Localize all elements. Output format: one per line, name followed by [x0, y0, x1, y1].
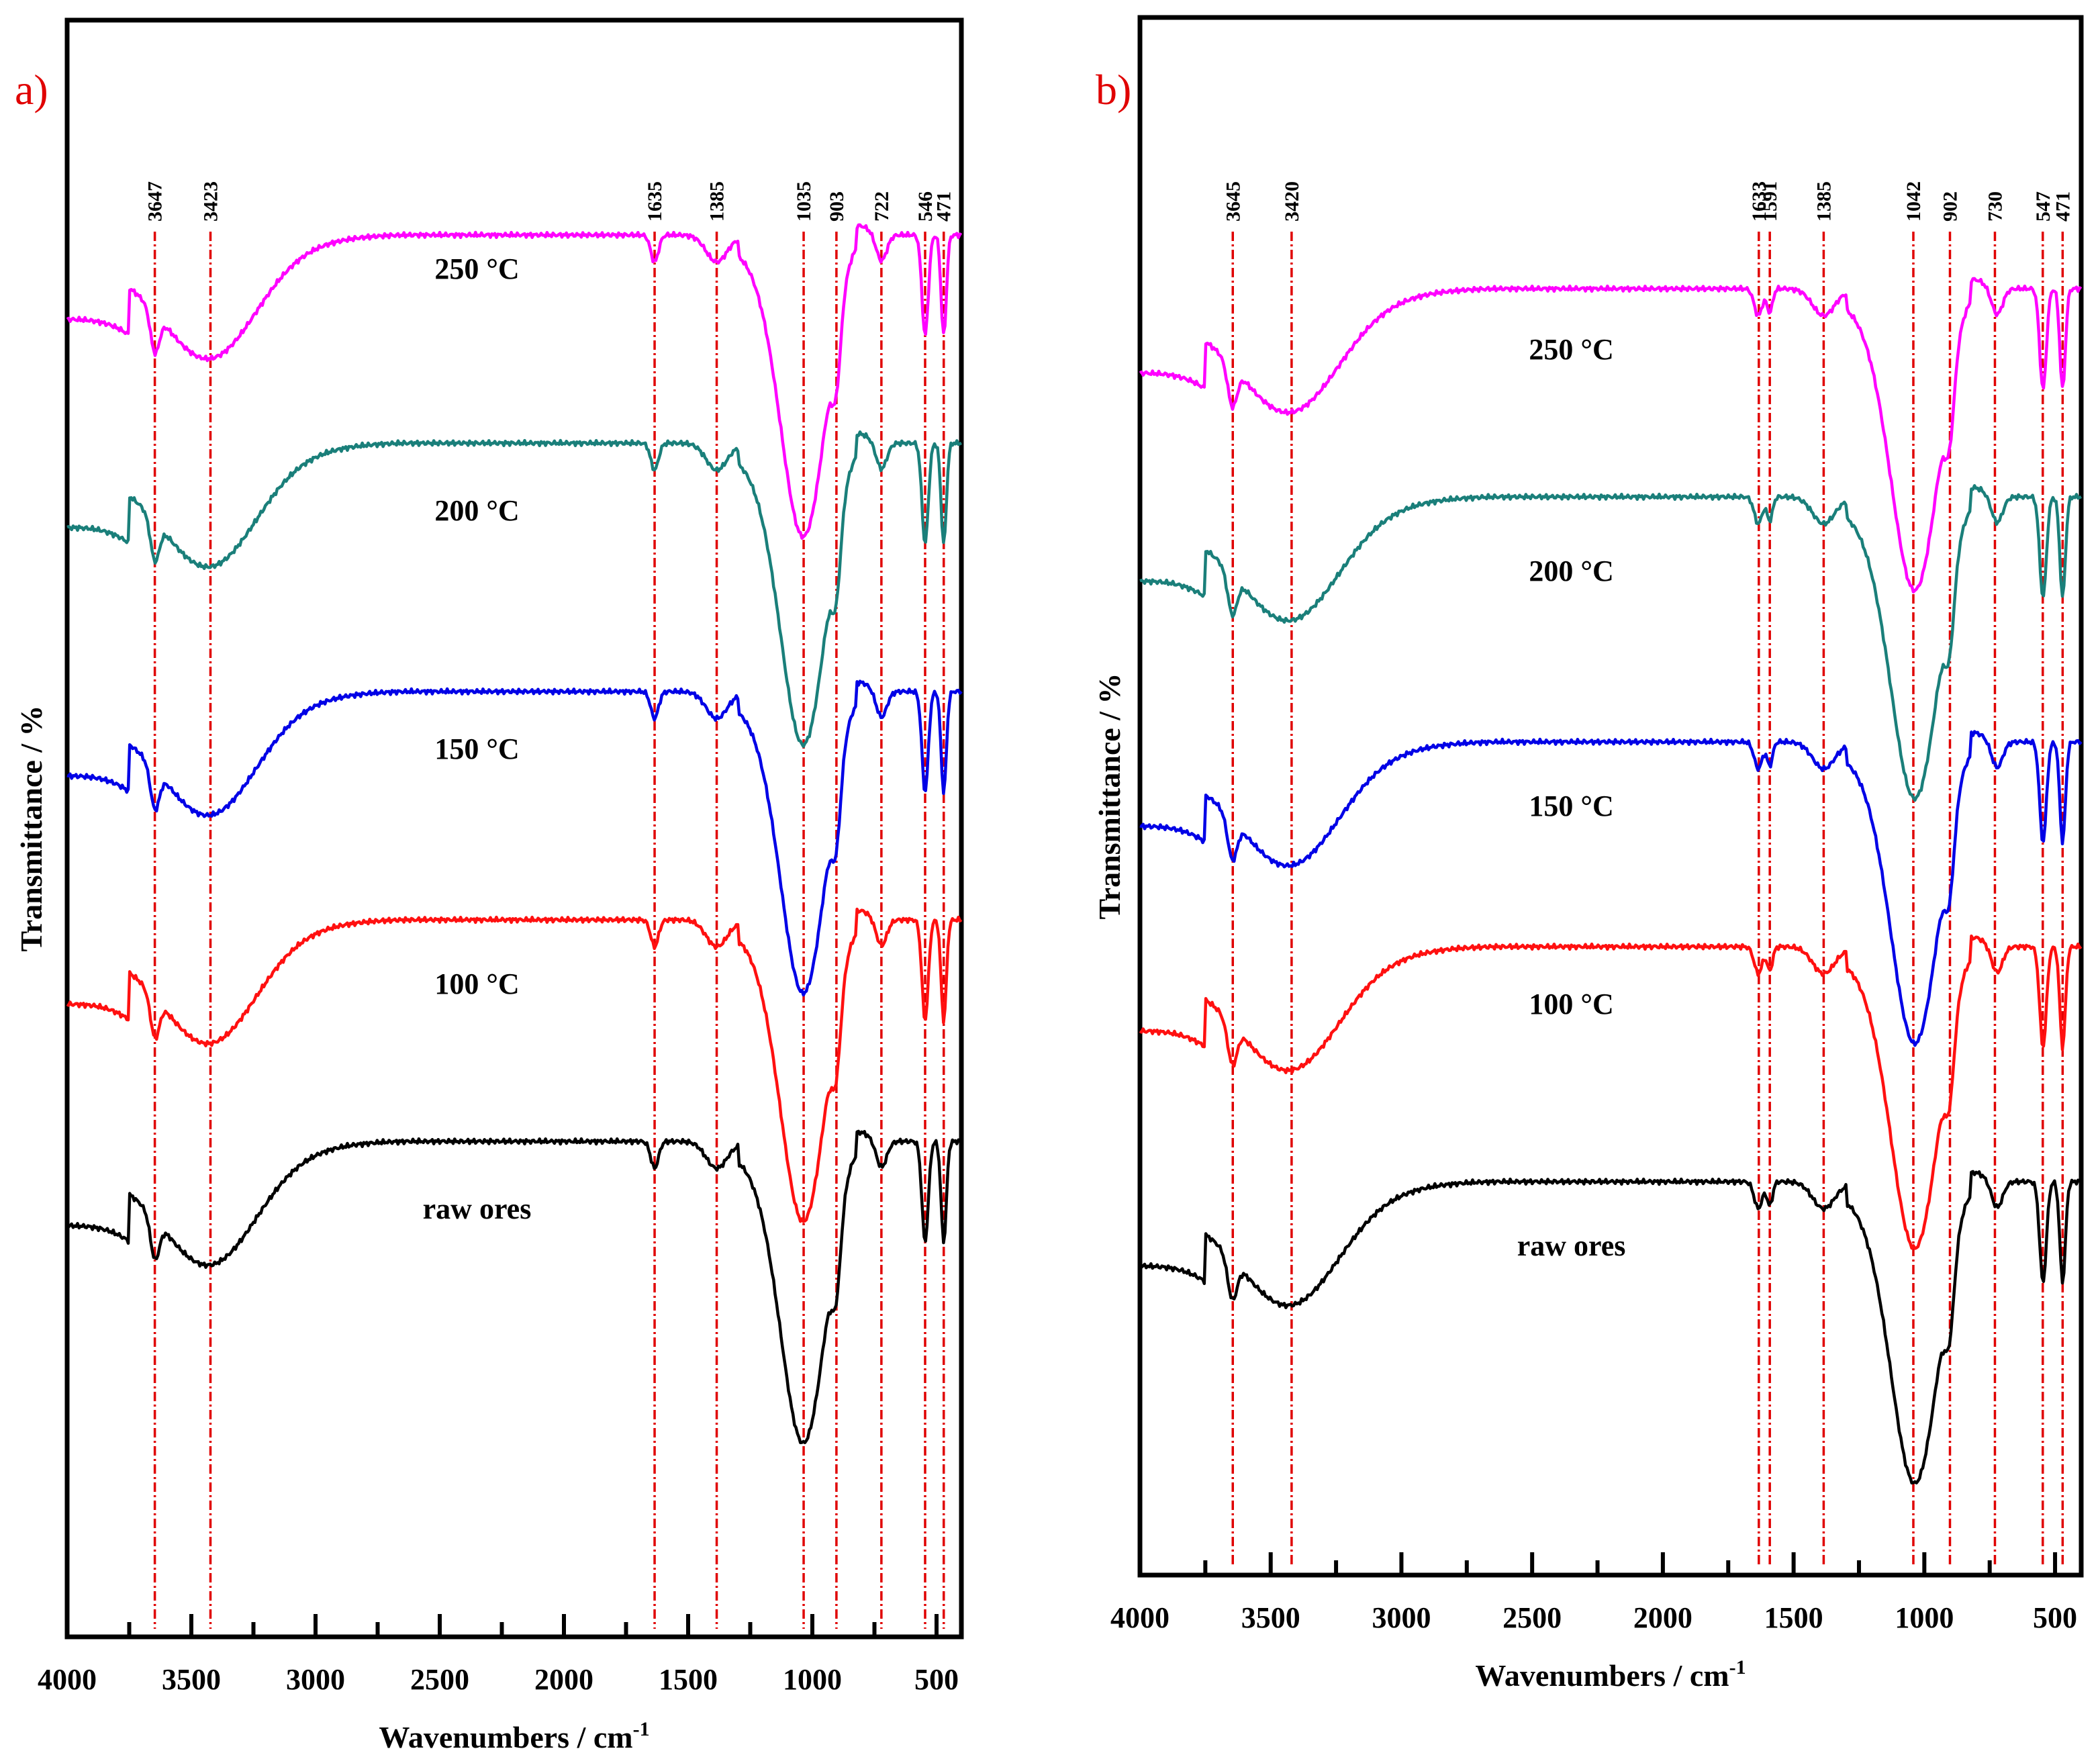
x-tick-label: 3000 [286, 1663, 345, 1696]
y-axis-title: Transmittance / % [1092, 673, 1127, 919]
peak-label: 730 [1984, 191, 2006, 222]
panel-b-chart: b) Transmittance / % Wavenumbers / cm-1 400… [1092, 15, 2084, 1693]
spectrum-line [1139, 1170, 2082, 1485]
x-tick-label: 3500 [162, 1663, 221, 1696]
spectrum-line [1139, 730, 2083, 1047]
series-label: raw ores [1517, 1229, 1626, 1262]
series-label: 150 °C [1529, 790, 1613, 822]
peak-label: 547 [2032, 191, 2054, 222]
peak-label: 3647 [144, 181, 166, 222]
peak-label: 1385 [1813, 181, 1835, 222]
peak-label: 546 [914, 191, 937, 222]
spectrum-line [66, 223, 963, 540]
x-tick-label: 2500 [410, 1663, 469, 1696]
peak-label: 1633 [1748, 181, 1770, 222]
x-tick-label: 3500 [1241, 1601, 1300, 1634]
panel-label: a) [15, 66, 48, 113]
series-label: 200 °C [1529, 555, 1613, 587]
x-tick-label: 4000 [38, 1663, 97, 1696]
peak-label: 3420 [1281, 181, 1303, 222]
peak-label: 902 [1939, 191, 1961, 222]
x-axis-title: Wavenumbers / cm-1 [1475, 1656, 1746, 1693]
peak-label: 1591 [1759, 181, 1781, 222]
spectrum-line [66, 907, 963, 1223]
plot-frame [64, 17, 964, 1640]
x-tick-label: 3000 [1372, 1601, 1431, 1634]
peak-label: 1385 [706, 181, 728, 222]
x-tick-label: 2000 [1633, 1601, 1692, 1634]
spectrum-line [1139, 934, 2083, 1250]
peak-label: 3645 [1222, 181, 1244, 222]
x-tick-label: 2500 [1502, 1601, 1562, 1634]
peak-label: 1035 [793, 181, 815, 222]
x-tick-label: 1500 [1764, 1601, 1823, 1634]
spectrum-line [1139, 484, 2082, 802]
peak-label: 3423 [199, 181, 222, 222]
x-tick-label: 1500 [659, 1663, 718, 1696]
x-tick-label: 500 [914, 1663, 959, 1696]
plot-frame [1137, 15, 2084, 1578]
x-tick-label: 2000 [534, 1663, 593, 1696]
peak-label: 722 [871, 191, 893, 222]
spectrum-line [1139, 277, 2083, 594]
panel-a-chart: a) Transmittance / % Wavenumbers / cm-1 400… [14, 17, 964, 1753]
peak-label: 471 [933, 191, 955, 222]
series-label: raw ores [423, 1192, 532, 1225]
spectrum-line [66, 430, 963, 749]
peak-label: 471 [2052, 191, 2074, 222]
spectrum-line [66, 1129, 962, 1445]
spectrum-line [66, 679, 963, 997]
series-label: 150 °C [434, 732, 519, 765]
panel-label: b) [1096, 66, 1131, 113]
x-tick-label: 4000 [1110, 1601, 1170, 1634]
peak-label: 903 [826, 191, 848, 222]
x-tick-label: 500 [2033, 1601, 2077, 1634]
y-axis-title: Transmittance / % [14, 705, 48, 951]
x-tick-label: 1000 [1895, 1601, 1954, 1634]
x-tick-label: 1000 [783, 1663, 842, 1696]
peak-label: 1042 [1903, 181, 1925, 222]
series-label: 100 °C [434, 967, 519, 1000]
peak-label: 1635 [644, 181, 666, 222]
series-label: 250 °C [434, 252, 519, 285]
series-label: 250 °C [1529, 333, 1613, 366]
series-label: 100 °C [1529, 988, 1613, 1021]
series-label: 200 °C [434, 494, 519, 527]
x-axis-title: Wavenumbers / cm-1 [379, 1718, 649, 1753]
